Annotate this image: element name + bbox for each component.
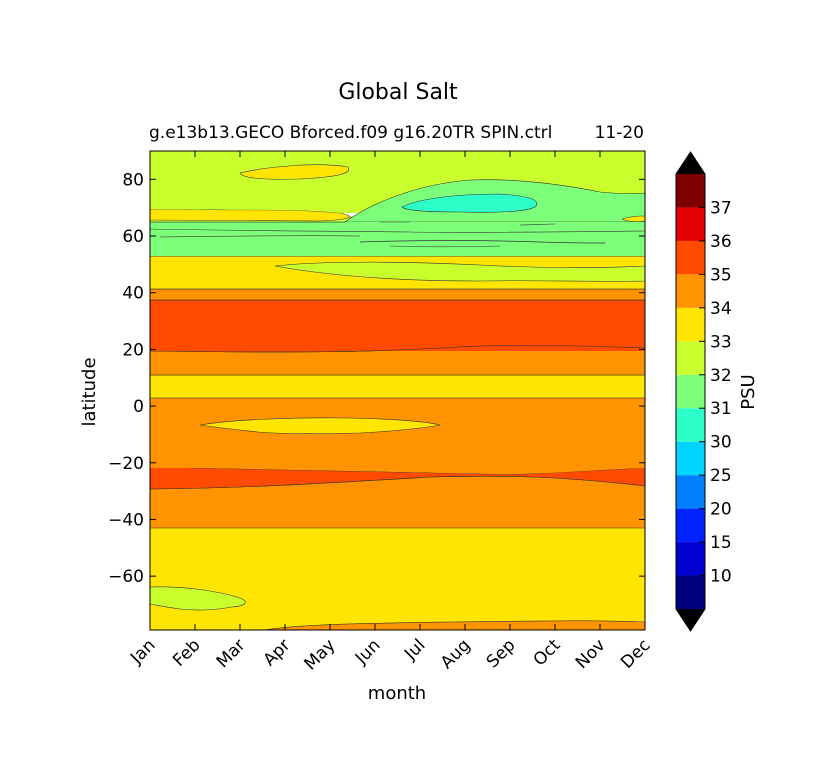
colorbar-tick-label: 30	[710, 433, 732, 453]
colorbar-swatch	[676, 341, 705, 375]
colorbar-swatch	[676, 575, 705, 609]
x-tick-label: Jul	[400, 635, 429, 664]
x-axis-label: month	[368, 683, 426, 704]
colorbar-swatch	[676, 441, 705, 476]
colorbar-tick-label: 33	[710, 332, 732, 352]
x-tick-label: Jan	[126, 635, 159, 668]
colorbar-outline	[675, 151, 706, 632]
x-tick-label: Jun	[351, 635, 385, 669]
contour-line	[159, 235, 361, 238]
field-feature	[150, 586, 246, 611]
x-tick-label: May	[301, 635, 340, 674]
y-tick-label: −20	[108, 454, 144, 474]
colorbar-tick-label: 35	[710, 265, 732, 285]
y-tick-label: 20	[122, 340, 144, 360]
y-axis: −60 −40 −20 0 20 40 60 80	[108, 170, 645, 587]
field-band	[150, 299, 645, 353]
colorbar-extend-min	[676, 609, 705, 631]
y-axis-label: latitude	[79, 357, 100, 426]
contour-line	[359, 240, 606, 244]
x-tick-label: Sep	[483, 635, 520, 672]
field-feature	[621, 215, 645, 222]
chart-subtitle-extra: 11-20	[595, 123, 644, 143]
contour-line	[389, 245, 501, 248]
contour-line	[150, 228, 645, 233]
colorbar-tick-label: 34	[710, 299, 732, 319]
field-feature	[239, 164, 350, 180]
field-feature	[401, 193, 538, 213]
y-tick-label: 40	[122, 284, 144, 304]
colorbar-extend-max	[676, 152, 705, 174]
y-tick-label: 0	[133, 397, 144, 417]
x-tick-label: Dec	[617, 635, 654, 672]
colorbar: 10 15 20 25 30 31 32 33 34 35 36 37	[675, 151, 732, 632]
field-feature	[199, 417, 441, 434]
colorbar-swatch	[676, 408, 705, 442]
colorbar-tick-label: 20	[710, 500, 732, 520]
field-feature	[274, 261, 645, 282]
colorbar-swatch	[676, 274, 705, 308]
colorbar-swatch	[676, 508, 705, 543]
colorbar-swatch	[676, 174, 705, 208]
y-tick-label: −40	[108, 510, 144, 530]
field-band	[150, 374, 645, 399]
colorbar-tick-label: 25	[710, 466, 732, 486]
field-band	[150, 398, 645, 468]
x-tick-label: Nov	[572, 635, 610, 673]
colorbar-swatch	[676, 475, 705, 509]
colorbar-tick-label: 31	[710, 399, 732, 419]
colorbar-tick-label: 32	[710, 366, 732, 386]
plot-area	[150, 151, 645, 630]
x-tick-label: Oct	[530, 635, 565, 670]
x-tick-label: Feb	[169, 635, 204, 670]
x-tick-label: Mar	[213, 635, 250, 672]
colorbar-swatch	[676, 207, 705, 241]
field-band	[150, 467, 645, 475]
colorbar-swatch	[676, 240, 705, 275]
colorbar-swatch	[676, 542, 705, 576]
field-feature	[150, 252, 645, 256]
colorbar-swatch	[676, 307, 705, 342]
field-band	[150, 528, 645, 630]
plot-frame	[149, 150, 646, 631]
field-band	[150, 466, 645, 490]
contour-line	[519, 223, 556, 226]
field-band	[150, 288, 645, 301]
colorbar-swatch	[676, 374, 705, 409]
y-tick-label: 60	[122, 227, 144, 247]
x-tick-label: Aug	[437, 635, 475, 673]
colorbar-tick-label: 37	[710, 198, 732, 218]
colorbar-tick-label: 10	[710, 567, 732, 587]
chart-title: Global Salt	[338, 80, 458, 105]
field-feature	[264, 620, 645, 630]
y-tick-label: −60	[108, 567, 144, 587]
colorbar-tick-label: 36	[710, 232, 732, 252]
colorbar-label: PSU	[738, 374, 759, 409]
x-tick-label: Apr	[260, 635, 295, 670]
colorbar-tick-label: 15	[710, 533, 732, 553]
field-feature	[345, 222, 645, 248]
y-tick-label: 80	[122, 170, 144, 190]
chart-subtitle: g.e13b13.GECO Bforced.f09 g16.20TR SPIN.…	[149, 123, 552, 143]
